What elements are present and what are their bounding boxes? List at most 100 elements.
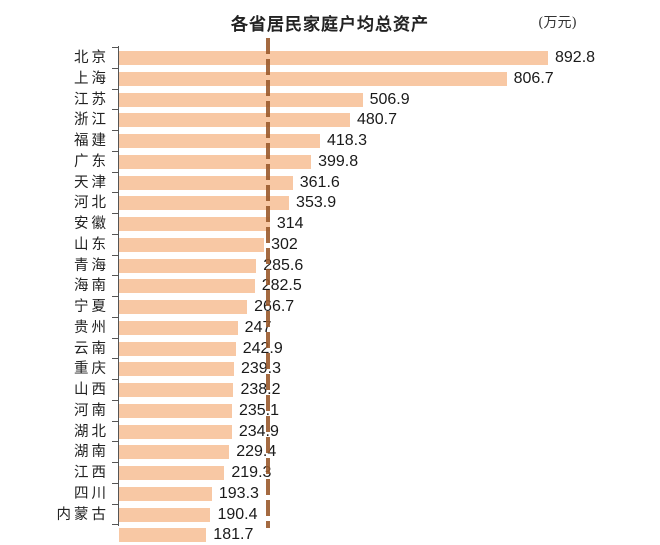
y-axis-line	[118, 46, 119, 526]
axis-tick	[112, 296, 118, 297]
axis-tick	[112, 150, 118, 152]
category-label: 广东	[74, 153, 109, 170]
axis-tick	[112, 192, 118, 194]
category-label: 天津	[74, 174, 109, 191]
bar-row: 上海 806.7	[0, 67, 660, 89]
axis-tick	[112, 275, 118, 277]
bar	[119, 196, 290, 211]
value-label: 418.3	[326, 132, 368, 149]
bar	[119, 258, 257, 273]
axis-tick	[112, 130, 118, 131]
value-label: 193.3	[218, 484, 259, 502]
bar	[119, 237, 265, 252]
bar-row: 河南 235.1	[0, 399, 660, 421]
axis-tick	[112, 524, 118, 526]
bar-chart: 北京 892.8 上海 806.7 江苏 506.9 浙江 480.7 福建 418.3 广东 399…	[0, 38, 660, 543]
axis-tick	[112, 316, 118, 318]
category-label: 海南	[74, 278, 109, 295]
bar-row: 贵州 247	[0, 316, 660, 338]
reference-dashed-line	[266, 38, 270, 528]
category-label: 北京	[74, 50, 109, 66]
bar	[119, 71, 507, 86]
bar	[119, 466, 225, 480]
value-label: 285.6	[263, 256, 304, 274]
bar-row: 江西 219.3	[0, 462, 660, 483]
axis-tick	[112, 337, 118, 339]
bar	[119, 445, 230, 460]
bar-row: 安徽 314	[0, 213, 660, 234]
value-label: 314	[276, 215, 304, 232]
bar-row: 江苏 506.9	[0, 88, 660, 110]
value-label: 361.6	[299, 173, 340, 191]
bar	[119, 507, 211, 522]
bar-row: 湖北 234.9	[0, 420, 660, 442]
value-label: 229.4	[236, 443, 277, 461]
category-label: 贵州	[74, 319, 109, 336]
category-label: 湖南	[74, 444, 109, 461]
bar-row: 河北 353.9	[0, 192, 660, 213]
bar	[119, 92, 363, 107]
bar-row: 山西 238.2	[0, 379, 660, 400]
category-label: 内蒙古	[56, 506, 109, 523]
bar-row: 湖南 229.4	[0, 441, 660, 462]
axis-tick	[112, 67, 118, 69]
bar-row: 浙江 480.7	[0, 109, 660, 130]
bar	[119, 279, 255, 294]
category-label: 江苏	[74, 91, 109, 108]
category-label: 湖北	[74, 423, 109, 440]
value-label: 266.7	[254, 298, 295, 315]
category-label: 福建	[74, 133, 109, 149]
value-label: 806.7	[513, 69, 554, 87]
bar	[119, 341, 236, 356]
bar	[119, 217, 270, 231]
bar-row: 北京 892.8	[0, 47, 660, 68]
axis-tick	[112, 47, 118, 48]
bar	[119, 175, 293, 190]
bar	[119, 300, 248, 314]
bar	[119, 528, 207, 543]
category-label: 江西	[74, 465, 109, 481]
axis-tick	[112, 358, 118, 360]
bar	[119, 362, 234, 377]
value-label: 181.7	[213, 526, 254, 544]
value-label: 892.8	[555, 49, 596, 66]
axis-tick	[112, 254, 118, 256]
value-label: 399.8	[318, 152, 359, 170]
axis-tick	[112, 462, 118, 463]
value-label: 353.9	[296, 194, 337, 212]
category-label: 河北	[74, 195, 109, 212]
axis-tick	[112, 399, 118, 401]
bar-row: 四川 193.3	[0, 482, 660, 504]
category-label: 河南	[74, 402, 109, 419]
value-label: 242.9	[242, 339, 283, 357]
bar	[119, 113, 350, 128]
category-label: 重庆	[74, 361, 109, 378]
bar	[119, 154, 312, 169]
bar	[119, 320, 238, 335]
bar	[119, 424, 232, 439]
value-label: 219.3	[231, 464, 272, 481]
value-label: 282.5	[261, 277, 302, 295]
bar-row-truncated: 181.7	[0, 524, 660, 545]
bar	[119, 403, 232, 418]
category-label: 山西	[74, 382, 109, 398]
category-label: 上海	[74, 70, 109, 87]
category-label: 宁夏	[74, 299, 109, 315]
axis-tick	[112, 233, 118, 235]
bar-row: 重庆 239.3	[0, 358, 660, 379]
bar-row: 福建 418.3	[0, 130, 660, 151]
axis-tick	[112, 482, 118, 484]
value-label: 190.4	[217, 505, 258, 523]
value-label: 247	[244, 318, 272, 336]
axis-tick	[112, 109, 118, 111]
axis-tick	[112, 88, 118, 90]
value-label: 239.3	[240, 360, 282, 378]
bar-row: 天津 361.6	[0, 171, 660, 193]
bar-row: 广东 399.8	[0, 150, 660, 172]
value-label: 302	[271, 235, 298, 253]
value-label: 238.2	[240, 381, 281, 398]
chart-title: 各省居民家庭户均总资产	[231, 15, 429, 35]
axis-tick	[112, 503, 118, 505]
axis-tick	[112, 379, 118, 380]
category-label: 云南	[74, 340, 109, 357]
